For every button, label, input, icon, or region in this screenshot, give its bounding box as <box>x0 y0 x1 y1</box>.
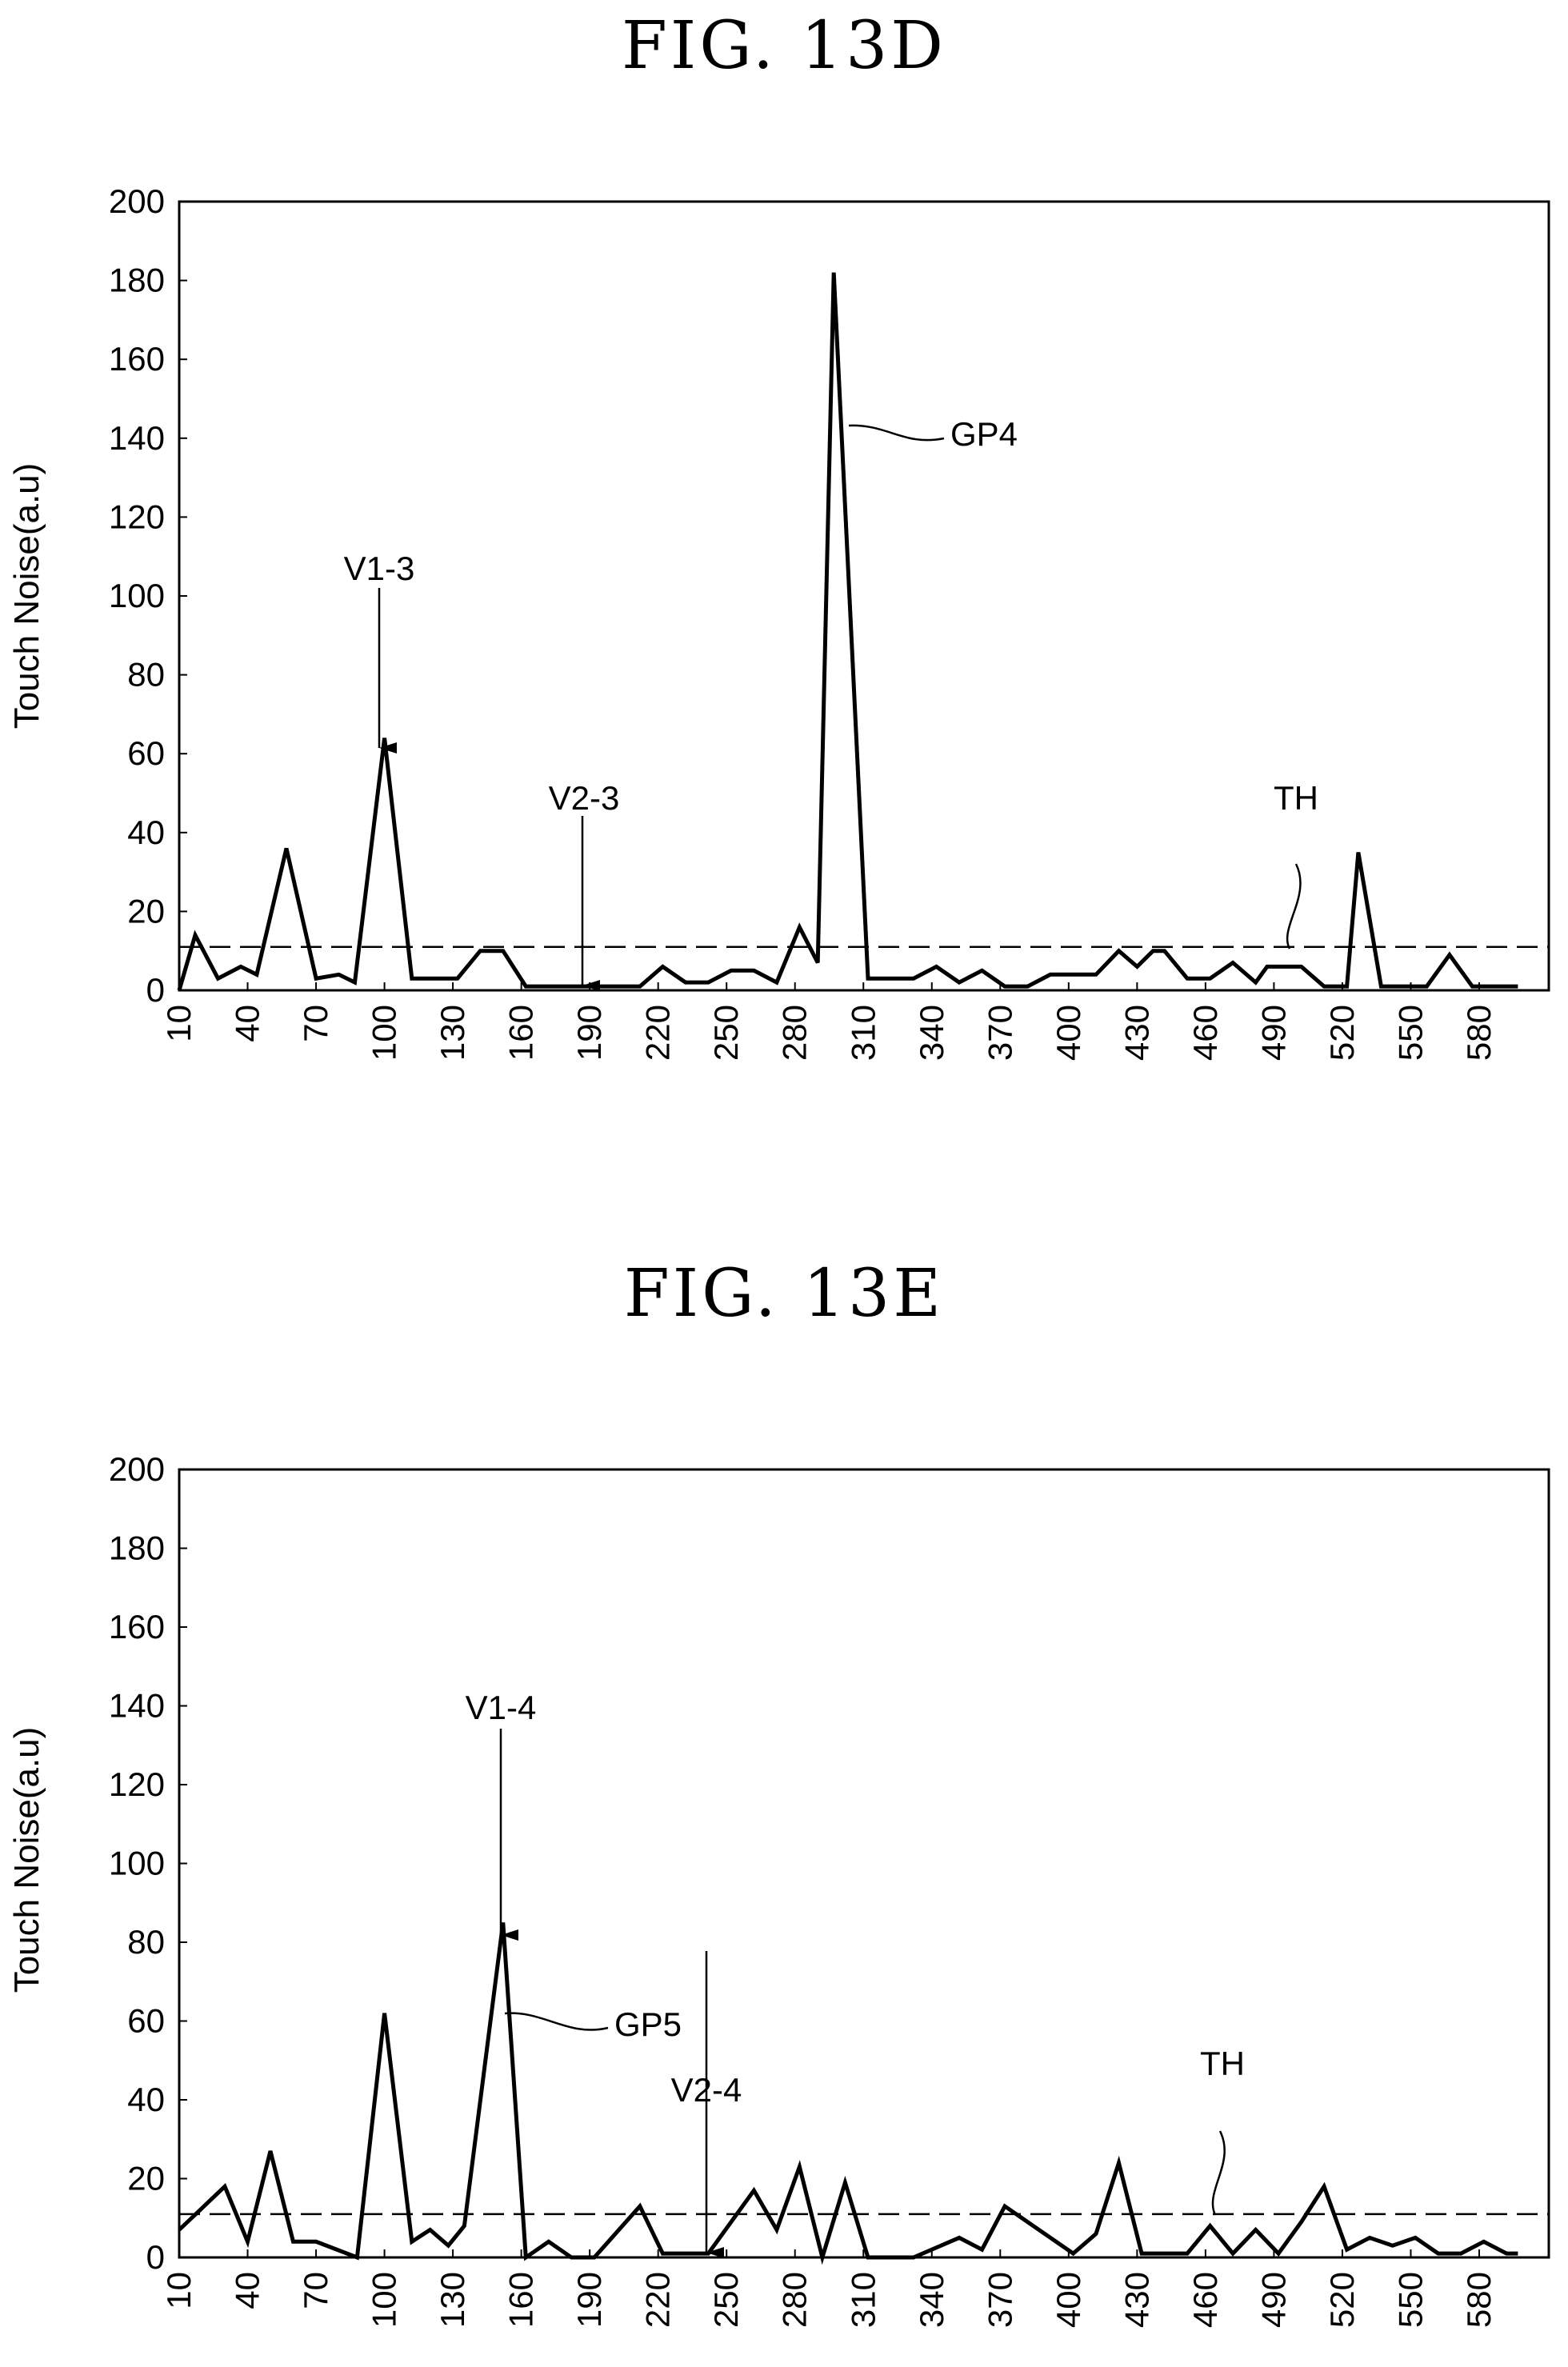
y-tick-label: 100 <box>109 577 165 614</box>
x-tick-label: 190 <box>570 1005 608 1061</box>
figure-title-13e: FIG. 13E <box>623 1256 945 1332</box>
x-tick-label: 250 <box>707 2272 745 2328</box>
x-tick-label: 70 <box>297 2272 334 2309</box>
x-tick-label: 130 <box>434 1005 471 1061</box>
y-tick-label: 120 <box>109 1765 165 1803</box>
y-tick-label: 0 <box>146 971 165 1009</box>
x-tick-label: 340 <box>913 2272 950 2328</box>
x-tick-label: 550 <box>1391 2272 1429 2328</box>
x-tick-label: 490 <box>1254 1005 1292 1061</box>
x-tick-label: 520 <box>1323 2272 1361 2328</box>
y-tick-label: 160 <box>109 340 165 378</box>
y-tick-label: 140 <box>109 419 165 457</box>
annotation-label: V2-4 <box>671 2071 742 2109</box>
x-tick-label: 460 <box>1186 1005 1224 1061</box>
x-tick-label: 520 <box>1323 1005 1361 1061</box>
annotation-label: V1-4 <box>466 1689 537 1726</box>
chart-13d: 0 20 40 60 80 100 120 140 160 180 200 10 40 70 100 130 1… <box>7 182 1550 1061</box>
x-tick-label: 370 <box>981 1005 1018 1061</box>
annotation-label: GP5 <box>614 2005 682 2043</box>
y-tick-label: 160 <box>109 1608 165 1645</box>
x-tick-label: 490 <box>1254 2272 1292 2328</box>
annotation-label: V2-3 <box>549 779 620 817</box>
x-tick-label: 100 <box>366 1005 403 1061</box>
y-tick-label: 20 <box>127 2160 165 2197</box>
x-tick-label: 250 <box>707 1005 745 1061</box>
y-tick-label: 80 <box>127 656 165 694</box>
y-tick-label: 180 <box>109 262 165 299</box>
annotation-leader <box>504 2012 609 2031</box>
x-tick-label: 10 <box>160 1005 198 1042</box>
x-tick-label: 400 <box>1050 2272 1087 2328</box>
y-tick-label: 200 <box>109 182 165 220</box>
x-tick-label: 40 <box>229 1005 266 1042</box>
y-tick-label: 20 <box>127 892 165 930</box>
y-tick-label: 0 <box>146 2238 165 2276</box>
y-tick-label: 200 <box>109 1450 165 1488</box>
annotation-leader <box>1211 2130 1226 2216</box>
series-line <box>178 1922 1518 2265</box>
x-tick-label: 10 <box>160 2272 198 2309</box>
x-tick-label: 550 <box>1391 1005 1429 1061</box>
y-tick-label: 140 <box>109 1687 165 1725</box>
x-tick-label: 220 <box>639 2272 677 2328</box>
plot-frame <box>178 1468 1550 2259</box>
series-line <box>177 272 1518 991</box>
x-tick-label: 220 <box>639 1005 677 1061</box>
x-tick-label: 430 <box>1118 1005 1155 1061</box>
y-tick-label: 60 <box>127 2002 165 2040</box>
x-tick-label: 400 <box>1050 1005 1087 1061</box>
x-tick-label: 580 <box>1460 2272 1498 2328</box>
x-tick-label: 310 <box>844 2272 882 2328</box>
x-tick-label: 70 <box>297 1005 334 1042</box>
x-tick-label: 280 <box>776 1005 814 1061</box>
x-tick-label: 130 <box>434 2272 471 2328</box>
x-tick-label: 580 <box>1460 1005 1498 1061</box>
y-tick-label: 60 <box>127 734 165 772</box>
y-tick-label: 100 <box>109 1845 165 1882</box>
annotation-leader <box>1286 863 1302 950</box>
x-tick-label: 190 <box>570 2272 608 2328</box>
annotation-leader <box>848 424 945 442</box>
x-tick-label: 160 <box>502 1005 540 1061</box>
x-tick-label: 340 <box>913 1005 950 1061</box>
y-tick-label: 40 <box>127 2081 165 2118</box>
annotation-label: V1-3 <box>344 550 415 587</box>
y-tick-label: 80 <box>127 1923 165 1961</box>
y-tick-label: 40 <box>127 814 165 851</box>
y-axis-label: Touch Noise(a.u) <box>7 1727 46 1993</box>
y-axis-label: Touch Noise(a.u) <box>7 463 46 730</box>
x-tick-label: 40 <box>229 2272 266 2309</box>
annotation-label: TH <box>1274 779 1318 817</box>
y-tick-label: 180 <box>109 1529 165 1567</box>
figure-title-13d: FIG. 13D <box>621 8 947 84</box>
x-tick-label: 460 <box>1186 2272 1224 2328</box>
chart-13e: 0 20 40 60 80 100 120 140 160 180 200 10 40 70 100 130 1… <box>7 1450 1550 2328</box>
y-tick-label: 120 <box>109 498 165 535</box>
x-tick-label: 370 <box>981 2272 1018 2328</box>
annotation-label: TH <box>1200 2045 1245 2082</box>
x-tick-label: 280 <box>776 2272 814 2328</box>
x-tick-label: 100 <box>366 2272 403 2328</box>
x-tick-label: 160 <box>502 2272 540 2328</box>
annotation-label: GP4 <box>950 415 1018 453</box>
x-tick-label: 310 <box>844 1005 882 1061</box>
x-tick-label: 430 <box>1118 2272 1155 2328</box>
